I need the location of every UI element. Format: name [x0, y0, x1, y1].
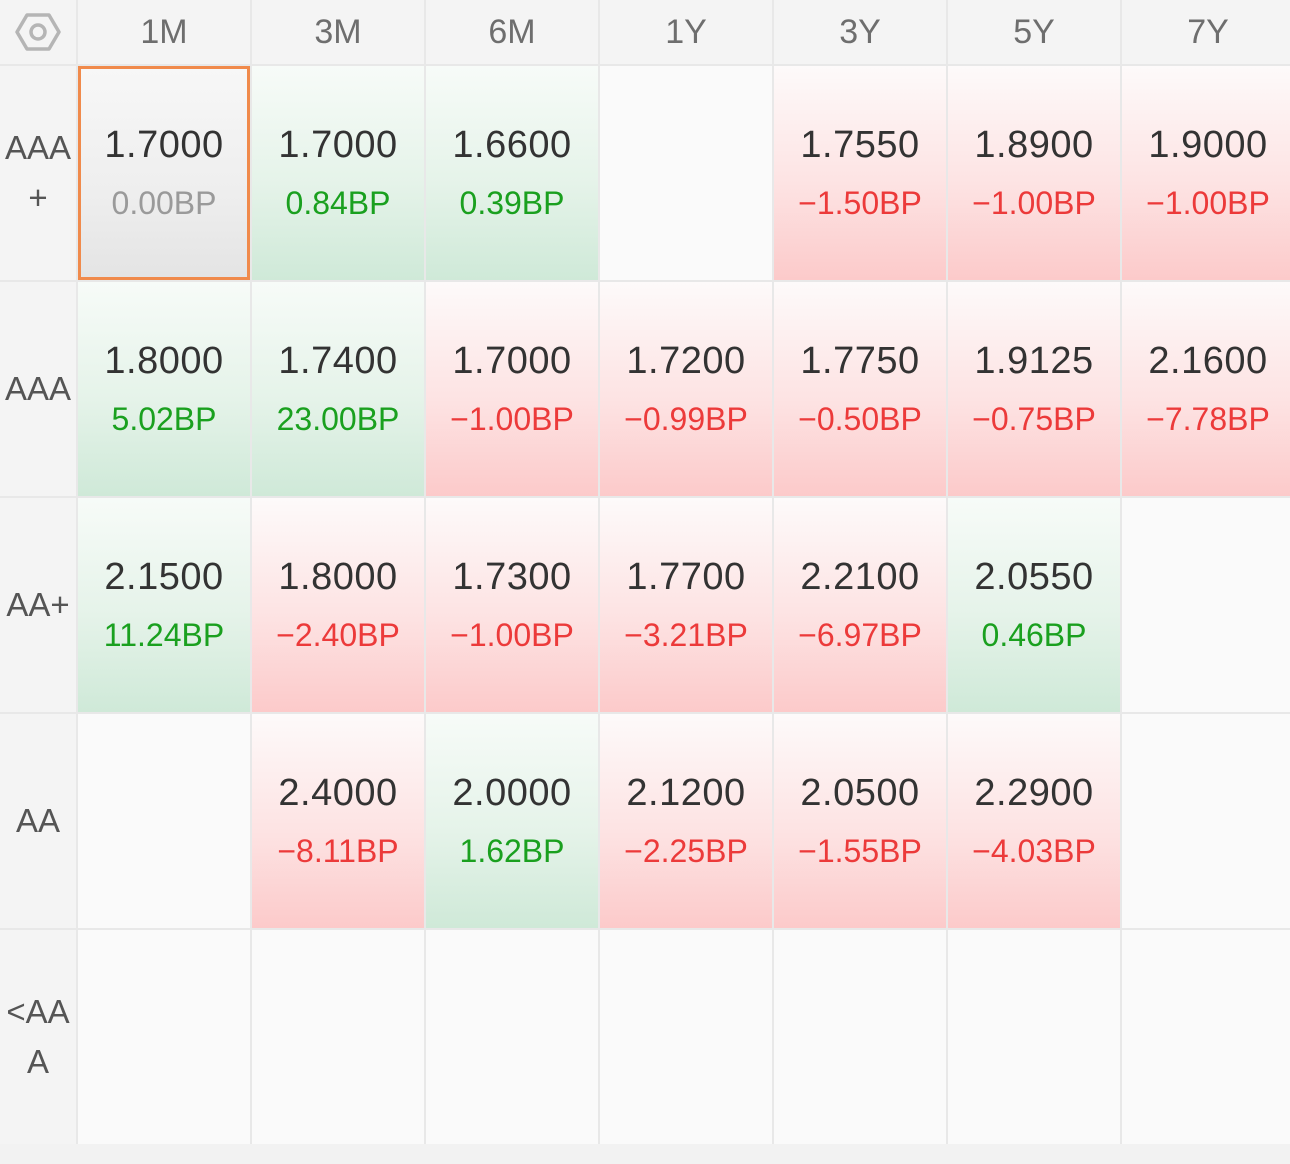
column-header-3y: 3Y	[774, 0, 946, 64]
rate-cell[interactable]: 1.7700 −3.21BP	[600, 498, 772, 712]
row-header-rating: AA+	[0, 498, 76, 712]
yield-value: 1.7400	[278, 340, 398, 382]
basis-point-change: 23.00BP	[276, 401, 400, 437]
basis-point-change: −1.50BP	[798, 185, 922, 221]
rate-cell[interactable]: 2.2900 −4.03BP	[948, 714, 1120, 928]
rate-cell[interactable]: 1.7000 0.84BP	[252, 66, 424, 280]
rate-cell[interactable]: 1.7200 −0.99BP	[600, 282, 772, 496]
rate-cell-empty[interactable]	[600, 66, 772, 280]
yield-value: 2.1600	[1148, 340, 1268, 382]
rate-cell[interactable]: 2.0500 −1.55BP	[774, 714, 946, 928]
rate-cell-empty[interactable]	[78, 930, 250, 1144]
rate-cell-empty[interactable]	[600, 930, 772, 1144]
column-header-6m: 6M	[426, 0, 598, 64]
basis-point-change: 0.84BP	[285, 185, 391, 221]
yield-value: 2.2100	[800, 556, 920, 598]
column-header-1m: 1M	[78, 0, 250, 64]
yield-value: 1.8900	[974, 124, 1094, 166]
rate-cell[interactable]: 1.6600 0.39BP	[426, 66, 598, 280]
rate-cell-empty[interactable]	[1122, 714, 1290, 928]
basis-point-change: −7.78BP	[1146, 401, 1270, 437]
yield-value: 1.7550	[800, 124, 920, 166]
rate-cell-empty[interactable]	[1122, 930, 1290, 1144]
yield-value: 2.0000	[452, 772, 572, 814]
basis-point-change: −4.03BP	[972, 833, 1096, 869]
column-header-7y: 7Y	[1122, 0, 1290, 64]
rate-cell[interactable]: 2.1500 11.24BP	[78, 498, 250, 712]
column-header-3m: 3M	[252, 0, 424, 64]
yield-value: 1.7750	[800, 340, 920, 382]
yield-value: 1.8000	[104, 340, 224, 382]
yield-value: 1.7300	[452, 556, 572, 598]
rate-cell[interactable]: 2.0550 0.46BP	[948, 498, 1120, 712]
rate-cell[interactable]: 1.7300 −1.00BP	[426, 498, 598, 712]
basis-point-change: −1.55BP	[798, 833, 922, 869]
rate-cell[interactable]: 1.8000 −2.40BP	[252, 498, 424, 712]
yield-value: 1.7200	[626, 340, 746, 382]
rate-cell[interactable]: 1.7550 −1.50BP	[774, 66, 946, 280]
yield-value: 2.1500	[104, 556, 224, 598]
basis-point-change: −3.21BP	[624, 617, 748, 653]
rate-cell-empty[interactable]	[1122, 498, 1290, 712]
yield-value: 1.6600	[452, 124, 572, 166]
rate-cell-empty[interactable]	[78, 714, 250, 928]
yield-value: 2.4000	[278, 772, 398, 814]
rate-cell[interactable]: 1.7000 0.00BP	[78, 66, 250, 280]
basis-point-change: −2.25BP	[624, 833, 748, 869]
rate-cell-empty[interactable]	[774, 930, 946, 1144]
rate-cell[interactable]: 1.8900 −1.00BP	[948, 66, 1120, 280]
basis-point-change: −0.99BP	[624, 401, 748, 437]
rate-cell[interactable]: 2.1200 −2.25BP	[600, 714, 772, 928]
yield-value: 1.9125	[974, 340, 1094, 382]
basis-point-change: −2.40BP	[276, 617, 400, 653]
basis-point-change: 1.62BP	[459, 833, 565, 869]
basis-point-change: 0.39BP	[459, 185, 565, 221]
basis-point-change: 0.46BP	[981, 617, 1087, 653]
rate-cell-empty[interactable]	[252, 930, 424, 1144]
rate-cell[interactable]: 1.9000 −1.00BP	[1122, 66, 1290, 280]
yield-value: 2.0550	[974, 556, 1094, 598]
yield-value: 1.7000	[452, 340, 572, 382]
basis-point-change: −6.97BP	[798, 617, 922, 653]
yield-value: 1.7000	[278, 124, 398, 166]
settings-button[interactable]	[0, 0, 76, 64]
yield-value: 1.7000	[104, 124, 224, 166]
basis-point-change: −0.75BP	[972, 401, 1096, 437]
yield-value: 2.0500	[800, 772, 920, 814]
row-header-rating: AAA+	[0, 66, 76, 280]
rate-cell[interactable]: 1.7750 −0.50BP	[774, 282, 946, 496]
basis-point-change: 0.00BP	[111, 185, 217, 221]
rate-cell[interactable]: 2.2100 −6.97BP	[774, 498, 946, 712]
rate-cell[interactable]: 1.8000 5.02BP	[78, 282, 250, 496]
column-header-5y: 5Y	[948, 0, 1120, 64]
column-header-1y: 1Y	[600, 0, 772, 64]
yield-value: 1.9000	[1148, 124, 1268, 166]
yield-value: 2.2900	[974, 772, 1094, 814]
basis-point-change: 5.02BP	[111, 401, 217, 437]
basis-point-change: −0.50BP	[798, 401, 922, 437]
rate-cell-empty[interactable]	[948, 930, 1120, 1144]
basis-point-change: 11.24BP	[103, 617, 225, 653]
rate-cell[interactable]: 2.4000 −8.11BP	[252, 714, 424, 928]
rate-cell[interactable]: 1.9125 −0.75BP	[948, 282, 1120, 496]
basis-point-change: −1.00BP	[972, 185, 1096, 221]
hexagon-settings-icon	[15, 12, 61, 52]
rate-cell-empty[interactable]	[426, 930, 598, 1144]
rate-cell[interactable]: 2.1600 −7.78BP	[1122, 282, 1290, 496]
rate-cell[interactable]: 1.7400 23.00BP	[252, 282, 424, 496]
yield-value: 1.8000	[278, 556, 398, 598]
yield-value: 1.7700	[626, 556, 746, 598]
rate-cell[interactable]: 1.7000 −1.00BP	[426, 282, 598, 496]
yield-value: 2.1200	[626, 772, 746, 814]
row-header-rating: <AAA	[0, 930, 76, 1144]
rate-cell[interactable]: 2.0000 1.62BP	[426, 714, 598, 928]
basis-point-change: −8.11BP	[277, 833, 399, 869]
basis-point-change: −1.00BP	[450, 617, 574, 653]
basis-point-change: −1.00BP	[450, 401, 574, 437]
row-header-rating: AA	[0, 714, 76, 928]
row-header-rating: AAA	[0, 282, 76, 496]
basis-point-change: −1.00BP	[1146, 185, 1270, 221]
